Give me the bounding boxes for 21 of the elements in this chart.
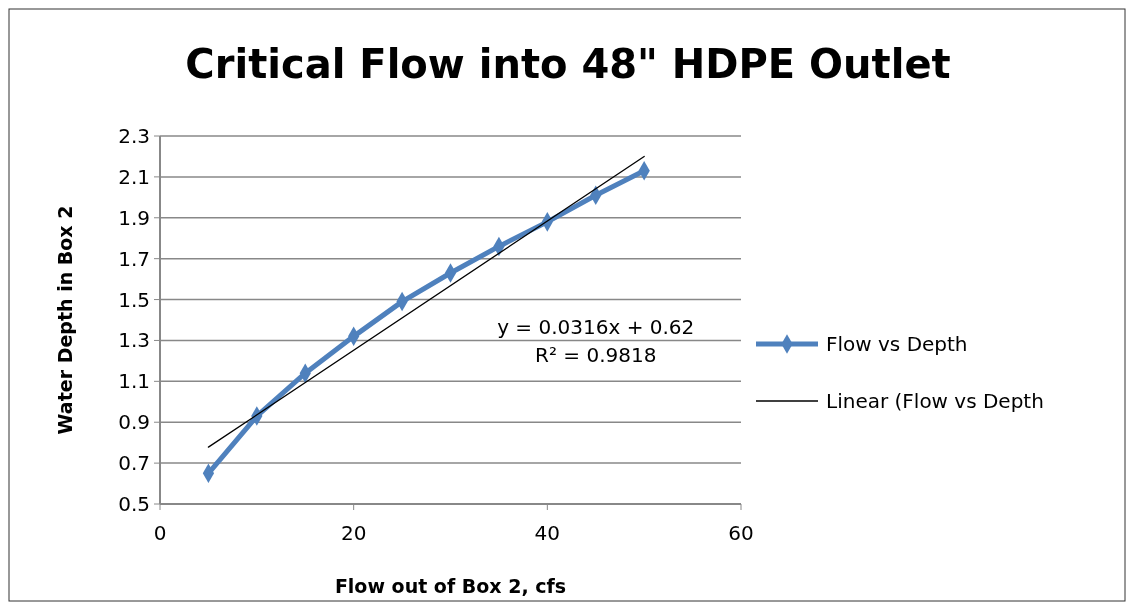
- annotation: y = 0.0316x + 0.62: [497, 315, 695, 339]
- y-tick-label: 1.5: [118, 287, 150, 312]
- y-tick-label: 1.3: [118, 328, 150, 353]
- annotation: R² = 0.9818: [535, 343, 657, 367]
- x-tick-label: 40: [534, 521, 561, 545]
- y-tick-label: 1.7: [118, 246, 150, 271]
- legend-label: Linear (Flow vs Depth: [826, 389, 1044, 413]
- y-tick-label: 0.7: [118, 451, 150, 476]
- y-tick-label: 0.9: [118, 410, 150, 435]
- x-tick-label: 0: [153, 521, 167, 545]
- y-tick-label: 2.3: [118, 124, 150, 148]
- y-tick-label: 1.1: [118, 369, 150, 394]
- legend-label: Flow vs Depth: [826, 332, 968, 356]
- y-axis-title: Water Depth in Box 2: [54, 205, 76, 435]
- y-tick-label: 0.5: [118, 492, 150, 516]
- x-tick-label: 60: [728, 521, 754, 545]
- x-axis-title: Flow out of Box 2, cfs: [334, 575, 567, 597]
- chart-title: Critical Flow into 48" HDPE Outlet: [185, 41, 951, 87]
- x-tick-label: 20: [340, 521, 367, 545]
- y-tick-label: 1.9: [118, 205, 150, 230]
- y-tick-label: 2.1: [118, 164, 150, 189]
